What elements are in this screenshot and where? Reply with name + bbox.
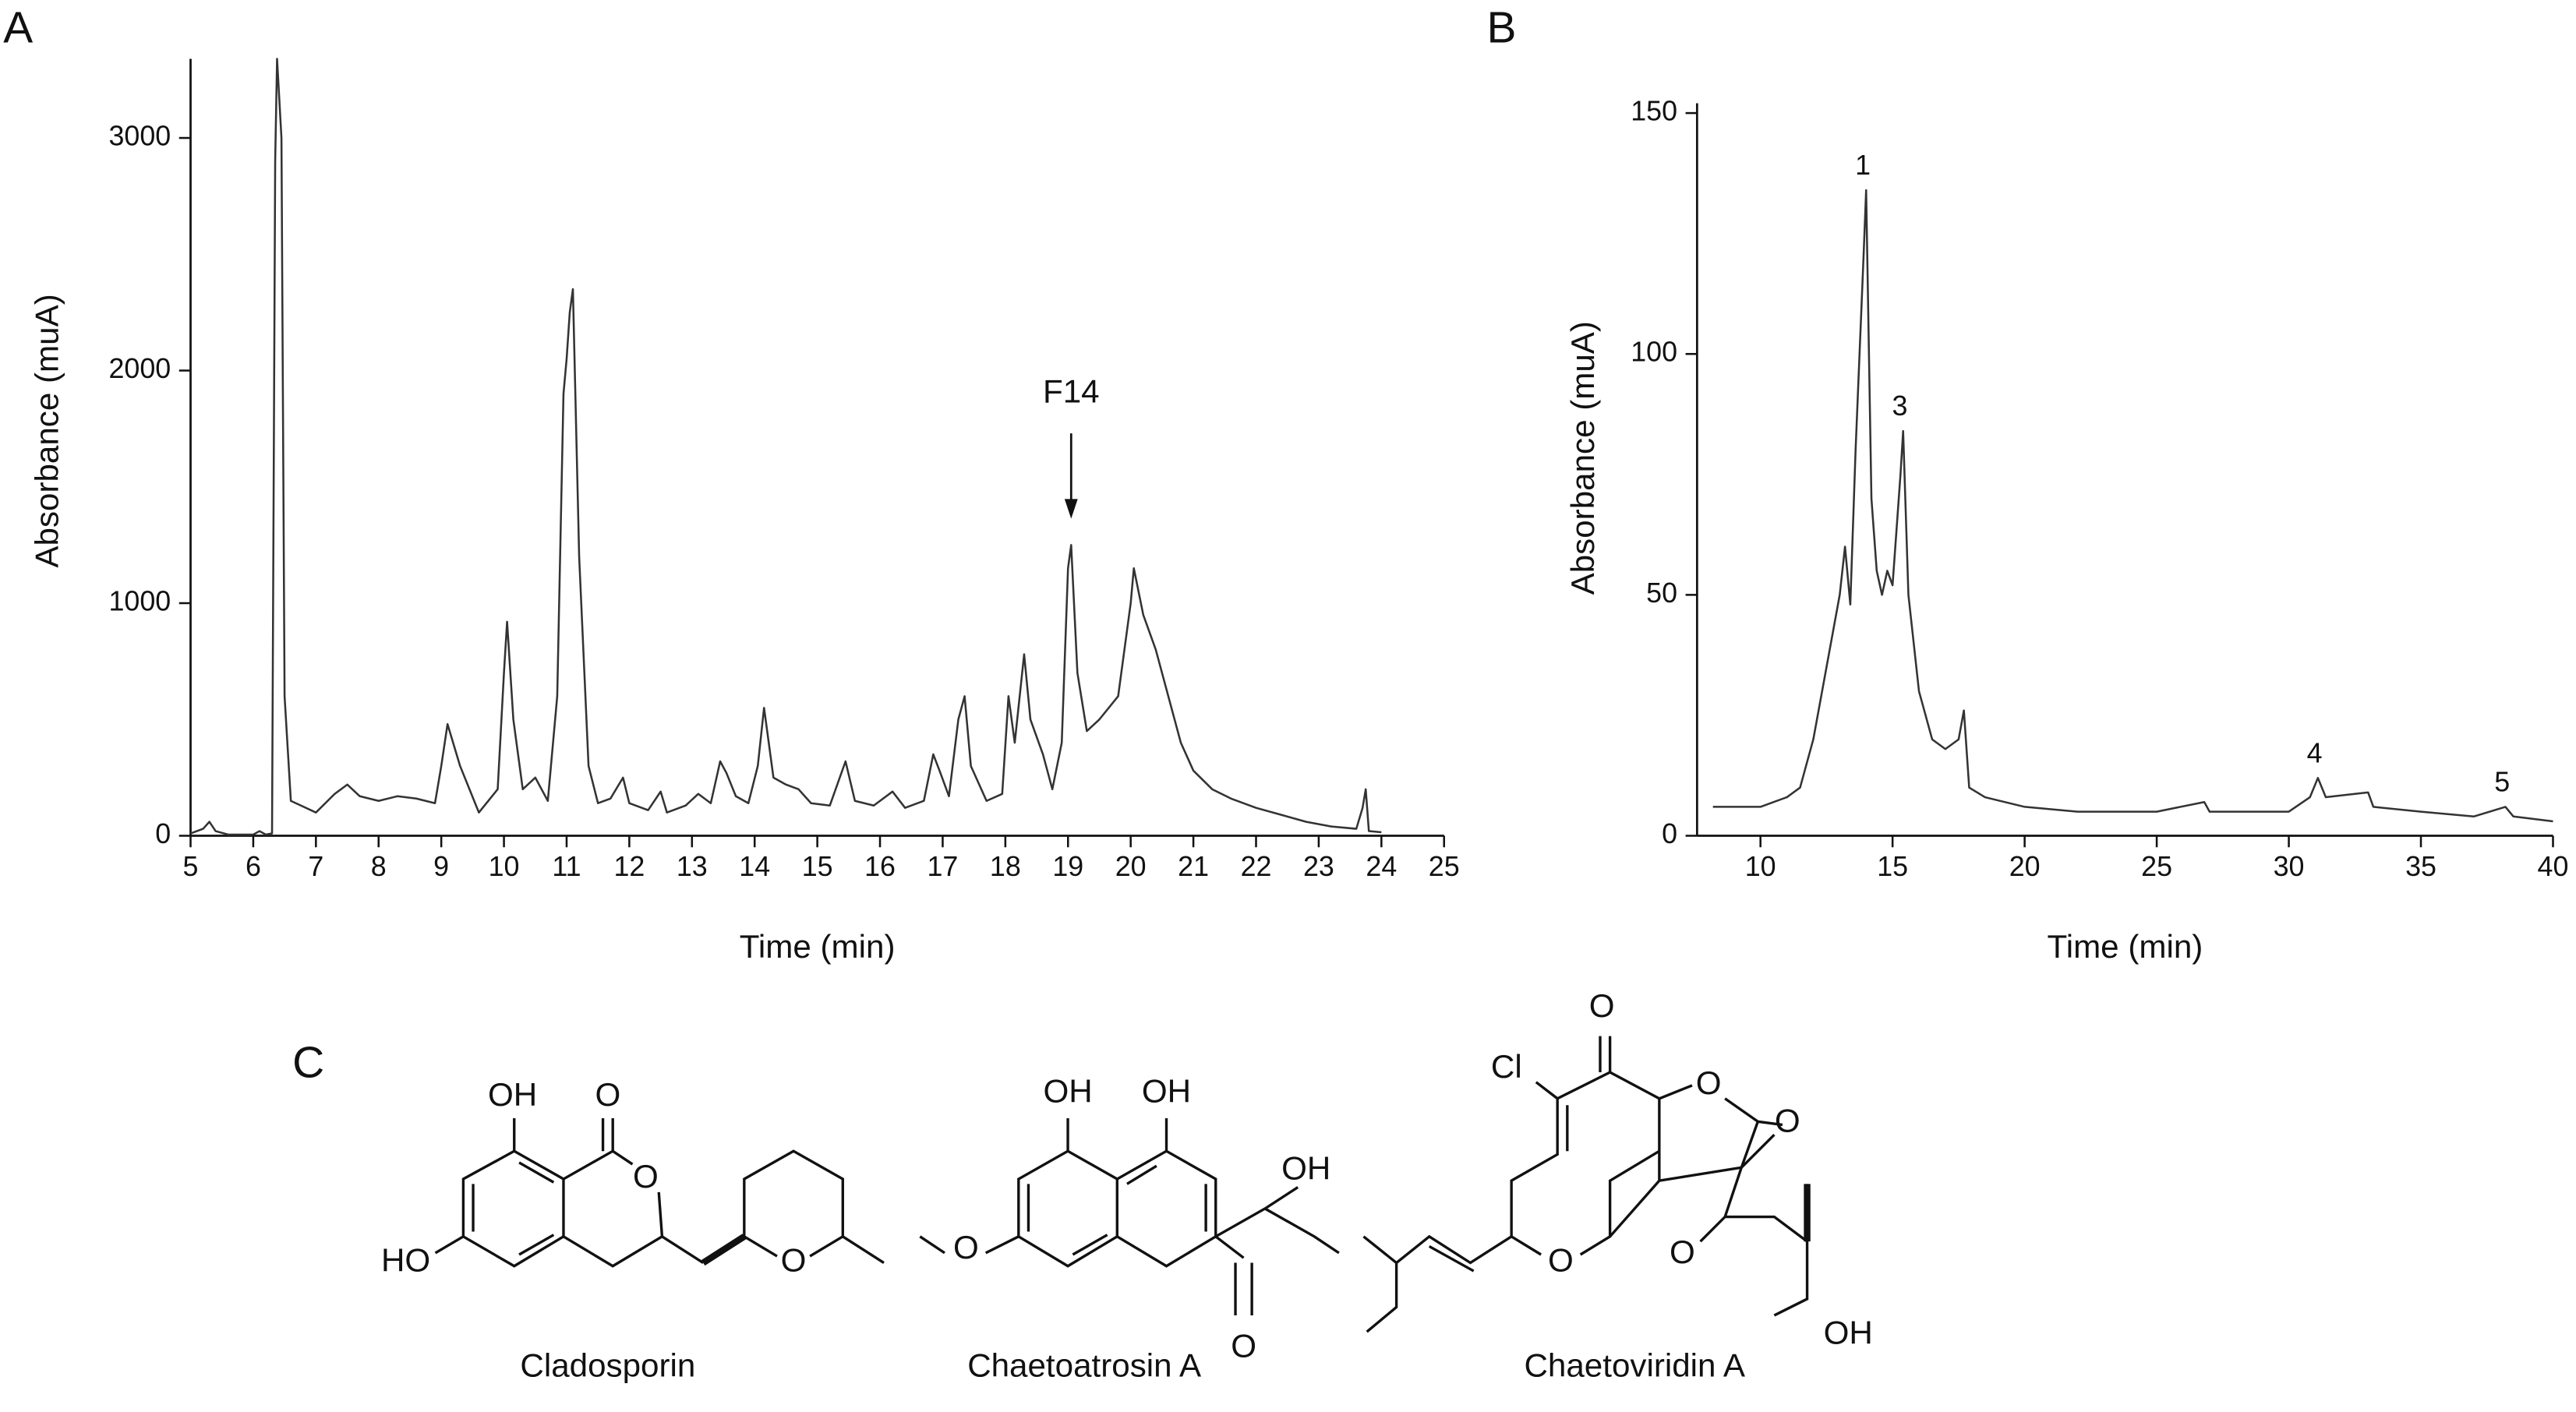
x-tick-label: 23 [1303, 851, 1334, 882]
arrow-head [1064, 499, 1078, 519]
x-tick-label: 25 [1429, 851, 1460, 882]
atom-label: O [1548, 1242, 1574, 1279]
y-tick-label: 1000 [108, 585, 171, 616]
y-axis-label: Absorbance (muA) [28, 294, 65, 567]
x-tick-label: 10 [1745, 851, 1776, 882]
x-tick-label: 5 [183, 851, 199, 882]
atom-label: O [1670, 1234, 1695, 1270]
x-tick-label: 24 [1366, 851, 1397, 882]
x-tick-label: 11 [552, 851, 581, 882]
x-axis-label: Time (min) [740, 928, 896, 965]
atom-label: O [595, 1076, 620, 1113]
x-tick-label: 6 [246, 851, 261, 882]
x-tick-label: 20 [1115, 851, 1147, 882]
atom-label: O [633, 1158, 659, 1195]
atom-label: O [1696, 1064, 1722, 1101]
panel-label: C [292, 1038, 324, 1088]
x-tick-label: 22 [1241, 851, 1272, 882]
peak-label: 3 [1892, 390, 1908, 422]
wedge-bond [701, 1234, 747, 1266]
atom-label: OH [1142, 1073, 1191, 1110]
x-tick-label: 21 [1178, 851, 1209, 882]
structure-cladosporin: OH O O HO O Cladosporin [381, 1076, 885, 1384]
annotation: F14 [1043, 373, 1100, 410]
atom-label: O [781, 1242, 807, 1279]
panel-label: A [3, 3, 33, 53]
atom-label: OH [1043, 1073, 1092, 1110]
chromatogram-line [1712, 189, 2553, 823]
x-axis-label: Time (min) [2048, 928, 2203, 965]
atom-label: Cl [1491, 1048, 1522, 1085]
peak-label: 4 [2307, 737, 2323, 768]
compound-name: Chaetoatrosin A [967, 1347, 1202, 1384]
y-tick-label: 0 [155, 818, 171, 849]
y-tick-label: 50 [1646, 577, 1677, 609]
atom-label: O [1589, 987, 1615, 1024]
x-tick-label: 19 [1052, 851, 1083, 882]
x-tick-label: 18 [990, 851, 1021, 882]
x-tick-label: 35 [2405, 851, 2436, 882]
atom-label: O [1231, 1327, 1256, 1364]
bonds [434, 1118, 885, 1268]
compound-name: Chaetoviridin A [1525, 1347, 1746, 1384]
y-axis-label: Absorbance (muA) [1564, 321, 1601, 595]
x-tick-label: 25 [2141, 851, 2172, 882]
x-tick-label: 40 [2538, 851, 2569, 882]
atom-label: OH [1281, 1150, 1330, 1187]
x-tick-label: 10 [489, 851, 520, 882]
panel-label: B [1487, 3, 1517, 53]
x-tick-label: 15 [1877, 851, 1908, 882]
structure-chaetoatrosin: OH OH O OH O Chaetoatrosin A [919, 1073, 1340, 1384]
atom-label: O [953, 1229, 979, 1266]
x-tick-label: 9 [433, 851, 449, 882]
x-tick-label: 8 [371, 851, 387, 882]
peak-label: 1 [1855, 150, 1871, 181]
x-tick-label: 20 [2009, 851, 2041, 882]
x-tick-label: 30 [2274, 851, 2305, 882]
x-tick-label: 17 [928, 851, 959, 882]
x-tick-label: 12 [613, 851, 645, 882]
x-tick-label: 13 [677, 851, 708, 882]
y-tick-label: 150 [1631, 96, 1677, 127]
structure-chaetoviridin: O Cl O O O O OH Chaetoviridin A [1362, 987, 1873, 1384]
x-tick-label: 15 [802, 851, 833, 882]
compound-name: Cladosporin [520, 1347, 695, 1384]
bonds [1362, 1036, 1809, 1333]
atom-label: HO [381, 1242, 430, 1279]
atom-label: OH [488, 1076, 537, 1113]
y-tick-label: 0 [1662, 818, 1677, 849]
atom-label: OH [1824, 1314, 1873, 1350]
x-tick-label: 14 [739, 851, 770, 882]
y-tick-label: 3000 [108, 120, 171, 151]
bonds [919, 1118, 1340, 1315]
y-tick-label: 100 [1631, 337, 1677, 368]
atom-label: O [1775, 1103, 1800, 1139]
x-tick-label: 7 [308, 851, 323, 882]
y-tick-label: 2000 [108, 353, 171, 384]
peak-label: 5 [2494, 766, 2510, 797]
x-tick-label: 16 [864, 851, 896, 882]
chromatogram-line [190, 58, 1382, 836]
